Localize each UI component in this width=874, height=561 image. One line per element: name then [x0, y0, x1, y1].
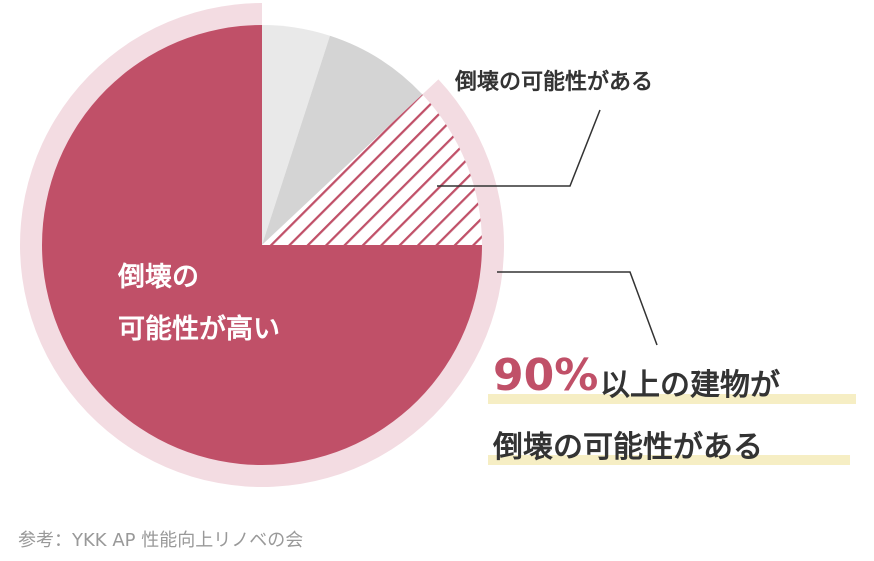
- pie: [19, 3, 504, 488]
- leader-line: [497, 271, 658, 346]
- highlight-bar: [488, 455, 850, 465]
- pie-slice: [42, 25, 482, 465]
- pie-slice: [262, 94, 482, 246]
- highlight-text: 倒壊の可能性がある: [493, 430, 763, 465]
- highlight-bar: [488, 394, 856, 404]
- pie-slice: [262, 25, 330, 245]
- source: 参考：YKK AP 性能向上リノベの会: [18, 530, 304, 551]
- leader-line: [437, 109, 601, 187]
- highlight-text: 以上の建物が: [600, 368, 780, 403]
- slice-label: 倒壊の可能性がある: [455, 70, 654, 95]
- highlight-number: 90%: [493, 350, 599, 401]
- slice-label: 倒壊の 可能性が高い: [118, 262, 280, 345]
- pie-slice: [262, 35, 423, 246]
